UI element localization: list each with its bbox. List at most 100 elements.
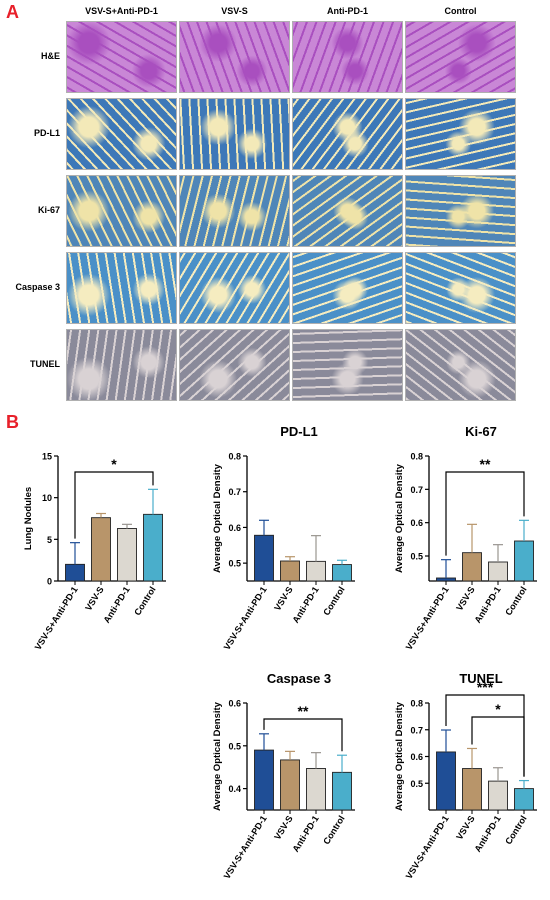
significance-label: ***	[477, 679, 494, 695]
significance-bracket	[263, 718, 343, 752]
histology-image	[405, 252, 516, 324]
x-tick-label: VSV-S	[454, 814, 477, 842]
chart-4: TUNEL 0.5 0.6 0.7 0.8 Average Optical Density…	[394, 671, 537, 881]
y-tick-label: 0.5	[410, 552, 423, 562]
chart-title: Ki-67	[465, 424, 497, 439]
histology-image	[292, 329, 403, 401]
x-tick-label: VSV-S	[83, 585, 106, 613]
x-tick-label: VSV-S+Anti-PD-1	[222, 585, 269, 652]
bar	[117, 528, 137, 582]
histology-image	[66, 329, 177, 401]
column-header: Control	[444, 6, 477, 16]
significance-label: *	[495, 701, 501, 717]
bar	[280, 759, 300, 811]
histology-grid: VSV-S+Anti-PD-1 VSV-S Anti-PD-1 Control H&E P…	[0, 0, 550, 405]
bar	[514, 540, 534, 582]
x-tick-label: Control	[321, 814, 346, 846]
significance-bracket	[445, 471, 525, 556]
y-tick-label: 0.4	[228, 784, 241, 794]
histology-image	[405, 329, 516, 401]
x-tick-label: Control	[503, 814, 528, 846]
row-header: H&E	[40, 51, 60, 61]
y-axis-label: Average Optical Density	[394, 701, 405, 811]
chart-title: TUNEL	[459, 671, 502, 686]
bar	[436, 577, 456, 582]
histology-image	[179, 175, 290, 247]
x-tick-label: VSV-S+Anti-PD-1	[404, 814, 451, 881]
y-tick-label: 0.6	[228, 523, 241, 533]
significance-label: **	[298, 703, 309, 719]
chart-2: Ki-67 0.5 0.6 0.7 0.8 Average Optical Density…	[394, 424, 537, 652]
column-header: Anti-PD-1	[327, 6, 368, 16]
y-tick-label: 0.7	[228, 487, 241, 497]
histology-image	[405, 98, 516, 170]
row-header: PD-L1	[33, 128, 60, 138]
y-tick-label: 0.6	[410, 752, 423, 762]
y-tick-label: 0.5	[228, 559, 241, 569]
x-tick-label: VSV-S+Anti-PD-1	[222, 814, 269, 881]
column-header: VSV-S+Anti-PD-1	[85, 6, 158, 16]
y-tick-label: 0.8	[410, 699, 423, 709]
bar	[436, 751, 456, 811]
histology-image	[292, 175, 403, 247]
histology-image	[66, 98, 177, 170]
y-tick-label: 0.5	[410, 779, 423, 789]
y-axis-label: Average Optical Density	[212, 463, 223, 573]
x-tick-label: VSV-S	[272, 814, 295, 842]
chart-3: Caspase 3 0.4 0.5 0.6 Average Optical Densit…	[212, 671, 355, 881]
x-tick-label: VSV-S+Anti-PD-1	[33, 585, 80, 652]
bar	[488, 780, 508, 811]
x-tick-label: Anti-PD-1	[290, 814, 320, 854]
histology-image	[405, 175, 516, 247]
histology-image	[292, 252, 403, 324]
x-tick-label: Anti-PD-1	[472, 814, 502, 854]
x-tick-label: Control	[321, 585, 346, 617]
bar	[254, 534, 274, 582]
x-tick-label: Control	[503, 585, 528, 617]
histology-image	[66, 21, 177, 93]
y-tick-label: 0.6	[228, 699, 241, 709]
column-header: VSV-S	[221, 6, 248, 16]
y-tick-label: 0	[47, 577, 52, 587]
panel-a-label: A	[6, 2, 19, 22]
bar	[91, 517, 111, 582]
x-tick-label: Anti-PD-1	[290, 585, 320, 625]
x-tick-label: VSV-S+Anti-PD-1	[404, 585, 451, 652]
bar	[280, 560, 300, 582]
significance-label: *	[111, 456, 117, 472]
y-axis-label: Lung Nodules	[23, 487, 34, 550]
significance-bracket	[74, 471, 154, 539]
bar	[462, 768, 482, 811]
bar	[254, 749, 274, 811]
significance-bracket	[445, 694, 525, 777]
bar	[332, 771, 352, 811]
y-tick-label: 10	[42, 493, 52, 503]
y-tick-label: 0.7	[410, 725, 423, 735]
x-tick-label: VSV-S	[454, 585, 477, 613]
chart-0: 0 5 10 15 Lung Nodules VSV-S+Anti-PD-1 VSV-SAn…	[23, 452, 166, 652]
y-tick-label: 0.7	[410, 485, 423, 495]
histology-image	[179, 98, 290, 170]
x-tick-label: Anti-PD-1	[101, 585, 131, 625]
histology-image	[179, 329, 290, 401]
y-tick-label: 5	[47, 535, 52, 545]
bar	[514, 788, 534, 811]
bar	[488, 561, 508, 582]
y-tick-label: 0.6	[410, 518, 423, 528]
histology-image	[66, 175, 177, 247]
bar	[306, 560, 326, 582]
x-tick-label: VSV-S	[272, 585, 295, 613]
significance-bracket	[471, 716, 525, 777]
histology-image	[405, 21, 516, 93]
bar	[143, 513, 163, 582]
y-tick-label: 15	[42, 452, 52, 462]
chart-title: Caspase 3	[267, 671, 331, 686]
histology-image	[179, 21, 290, 93]
row-header: TUNEL	[30, 359, 60, 369]
histology-image	[66, 252, 177, 324]
panel-b-label: B	[6, 412, 19, 432]
y-axis-label: Average Optical Density	[212, 701, 223, 811]
row-header: Caspase 3	[15, 282, 60, 292]
chart-title: PD-L1	[280, 424, 318, 439]
